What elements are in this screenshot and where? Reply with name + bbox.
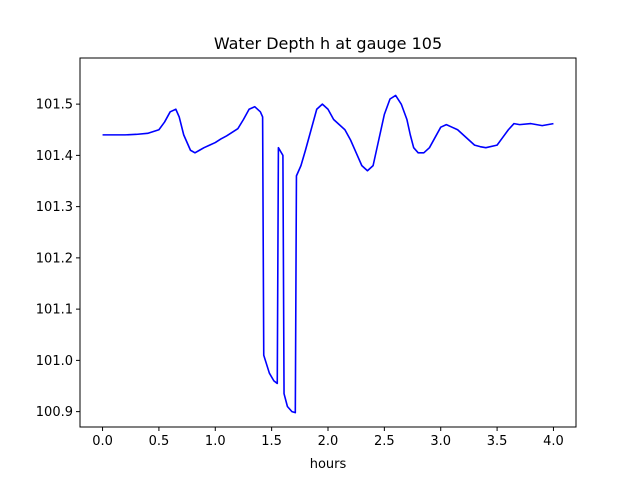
x-tick-label: 2.0 xyxy=(318,434,339,449)
y-tick-label: 101.2 xyxy=(36,251,73,266)
y-tick-label: 101.0 xyxy=(36,354,73,369)
series-line-0 xyxy=(102,94,554,414)
x-tick-label: 3.5 xyxy=(487,434,508,449)
y-tick-label: 100.9 xyxy=(36,405,73,420)
y-tick-label: 101.1 xyxy=(36,303,73,318)
x-axis-label: hours xyxy=(310,457,347,472)
x-tick-label: 4.0 xyxy=(543,434,564,449)
y-tick-label: 101.4 xyxy=(36,149,73,164)
x-tick-label: 0.5 xyxy=(149,434,170,449)
y-tick-label: 101.5 xyxy=(36,98,73,113)
x-tick-label: 0.0 xyxy=(92,434,113,449)
x-tick-label: 2.5 xyxy=(374,434,395,449)
x-tick-label: 1.0 xyxy=(205,434,226,449)
x-tick-label: 3.0 xyxy=(430,434,451,449)
plot-area: 0.0 0.5 1.0 1.5 2.0 2.5 3.0 3.5 4.0 100.9 101.0 101… xyxy=(36,57,577,449)
chart-title: Water Depth h at gauge 105 xyxy=(214,34,442,53)
x-tick-label: 1.5 xyxy=(261,434,282,449)
y-tick-label: 101.3 xyxy=(36,200,73,215)
